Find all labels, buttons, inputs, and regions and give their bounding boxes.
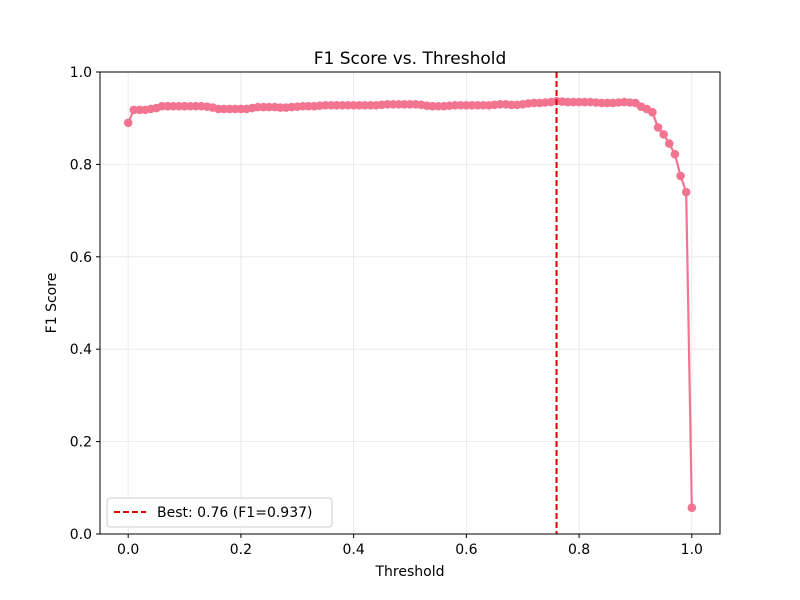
grid — [100, 71, 720, 535]
f1-point — [687, 503, 697, 512]
f1-point — [676, 171, 685, 181]
f1-point — [123, 118, 133, 128]
legend-label-best: Best: 0.76 (F1=0.937) — [157, 505, 312, 521]
x-axis-label: Threshold — [375, 564, 445, 580]
f1-point — [653, 123, 663, 132]
y-axis-label: F1 Score — [44, 273, 60, 334]
y-tick-label: 0.8 — [70, 157, 92, 173]
legend: Best: 0.76 (F1=0.937) — [106, 497, 333, 528]
x-tick-label: 0.0 — [117, 542, 139, 558]
f1-point — [664, 139, 674, 148]
f1-point — [648, 107, 657, 117]
plot-frame — [99, 71, 721, 535]
f1-point — [659, 130, 668, 139]
x-tick-label: 1.0 — [681, 542, 703, 558]
x-tick-label: 0.2 — [230, 542, 252, 558]
series-layer — [123, 96, 697, 512]
f1-point — [670, 149, 680, 159]
chart-title: F1 Score vs. Threshold — [314, 49, 507, 69]
y-tick-label: 0.4 — [70, 342, 92, 358]
y-tick-label: 1.0 — [70, 65, 92, 81]
f1-point — [681, 187, 691, 197]
x-tick-label: 0.6 — [455, 542, 477, 558]
legend-box — [106, 497, 333, 528]
x-tick-label: 0.4 — [343, 542, 365, 558]
ticks: 0.0 0.2 0.4 0.6 0.8 1.0 0.0 0.2 0.4 0.6 0.8 1.0 — [70, 65, 703, 558]
y-tick-label: 0.6 — [70, 250, 92, 266]
x-tick-label: 0.8 — [568, 542, 590, 558]
y-tick-label: 0.0 — [70, 527, 92, 543]
y-tick-label: 0.2 — [70, 435, 92, 451]
